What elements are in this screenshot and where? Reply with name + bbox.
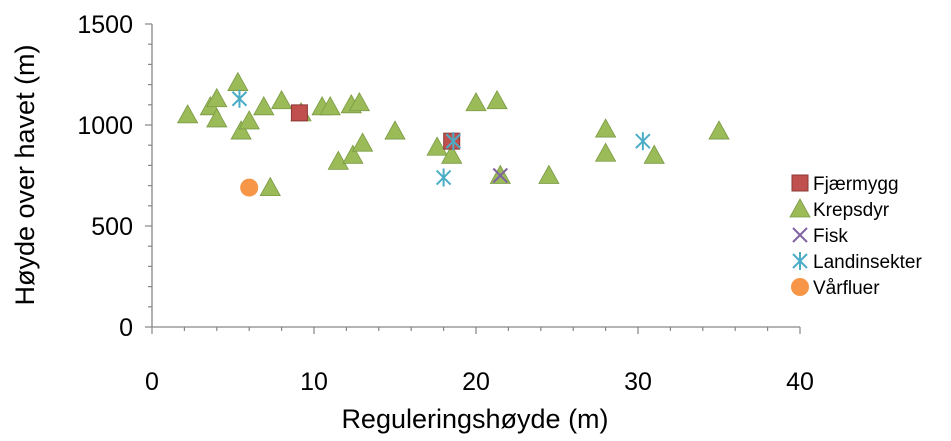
data-point-triangle [319,95,341,116]
series-x [492,167,509,184]
data-point-triangle [594,118,617,138]
data-point-triangle [206,108,228,128]
legend-item: Krepsdyr [789,198,890,221]
data-point-square [443,132,461,150]
legend-item: Fisk [792,226,848,247]
legend-marker-asterisk [792,252,808,270]
x-tick-label: 40 [786,368,814,396]
x-tick-label: 10 [300,368,328,396]
data-point-triangle [253,95,275,116]
legend-item: Vårfluer [791,278,880,299]
legend-label: Landinsekter [813,252,922,273]
legend: Fjærmygg Krepsdyr Fisk Landinsekter Vårfluer [789,174,922,299]
legend-label: Fjærmygg [813,174,899,195]
data-point-triangle [348,91,371,112]
data-point-triangle [643,144,665,164]
legend-marker-x [792,227,808,243]
y-tick-label: 0 [119,314,133,342]
data-point-triangle [708,120,730,140]
data-point-asterisk [635,132,651,151]
y-tick-label: 1000 [77,112,133,140]
data-points [176,71,730,197]
data-point-triangle [238,110,260,130]
series-square [290,104,461,150]
legend-marker-square [791,174,809,192]
x-axis-title: Reguleringshøyde (m) [341,404,608,434]
legend-marker-circle [791,278,809,296]
x-tick-label: 0 [145,368,159,396]
y-tick-label: 500 [91,213,133,241]
x-tick-label: 20 [462,368,490,396]
legend-label: Fisk [813,226,848,247]
data-point-triangle [327,150,349,170]
data-point-triangle [230,120,252,140]
data-point-triangle [486,89,508,110]
series-circle [240,178,259,197]
legend-item: Fjærmygg [791,174,899,195]
data-point-triangle [384,120,406,140]
data-point-triangle [259,176,281,197]
data-point-asterisk [231,89,248,108]
y-tick-labels: 0 500 1000 1500 [77,11,133,342]
legend-label: Vårfluer [813,278,880,299]
data-point-triangle [426,136,448,156]
x-tick-label: 30 [624,368,652,396]
data-point-asterisk [445,132,462,151]
data-point-triangle [227,71,249,91]
data-point-triangle [176,104,199,124]
legend-marker-triangle [789,198,811,218]
x-tick-labels: 0 10 20 30 40 [145,368,814,396]
y-axis-title: Høyde over havet (m) [10,44,40,305]
axes [145,23,801,334]
series-asterisk [231,89,651,187]
data-point-square [290,104,308,122]
data-point-triangle [342,144,364,164]
data-point-triangle [270,89,293,110]
data-point-triangle [206,87,228,108]
data-point-triangle [441,144,463,164]
data-point-asterisk [435,168,452,187]
data-point-circle [240,178,259,197]
legend-item: Landinsekter [792,252,922,273]
legend-label: Krepsdyr [813,200,890,221]
y-tick-label: 1500 [77,11,133,39]
data-point-x [492,167,509,184]
data-point-triangle [594,142,617,162]
data-point-triangle [351,132,374,152]
data-point-triangle [538,164,560,184]
data-point-triangle [465,91,487,112]
